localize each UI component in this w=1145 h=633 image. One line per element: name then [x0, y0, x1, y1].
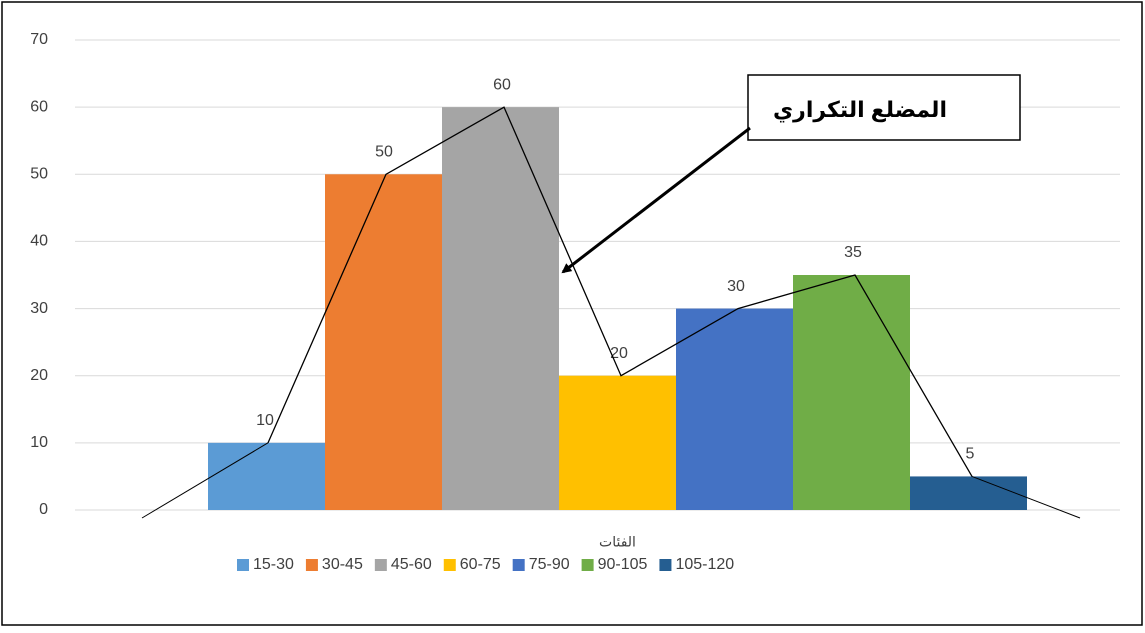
legend-swatch — [305, 559, 318, 571]
y-tick-label: 10 — [30, 434, 48, 451]
y-tick-label: 40 — [30, 233, 48, 250]
data-label: 35 — [844, 244, 862, 261]
y-tick-label: 30 — [30, 300, 48, 317]
bar — [442, 107, 559, 511]
data-label: 5 — [966, 446, 975, 463]
legend-swatch — [512, 559, 525, 571]
data-label: 50 — [375, 144, 393, 161]
legend-swatch — [443, 559, 456, 571]
legend-label: 90-105 — [598, 556, 648, 573]
x-tick-label: الفئات — [599, 534, 636, 550]
data-label: 10 — [256, 412, 274, 429]
legend-swatch — [581, 559, 594, 571]
legend-label: 15-30 — [253, 556, 294, 573]
polygon-end — [971, 475, 1081, 519]
legend-swatch — [659, 559, 672, 571]
data-label: 30 — [727, 278, 745, 295]
annotation-text: المضلع التكراري — [773, 97, 947, 123]
legend-label: 105-120 — [675, 556, 734, 573]
bar — [910, 476, 1027, 510]
bar — [559, 375, 676, 510]
y-tick-label: 20 — [30, 367, 48, 384]
data-label: 60 — [493, 76, 511, 93]
annotation-arrow — [561, 126, 751, 274]
bar — [325, 174, 442, 511]
legend-label: 75-90 — [529, 556, 570, 573]
legend-swatch — [374, 559, 387, 571]
y-tick-label: 0 — [39, 501, 48, 518]
y-tick-label: 70 — [30, 31, 48, 48]
bar — [208, 442, 325, 510]
legend-swatch — [237, 559, 249, 571]
frequency-polygon — [267, 106, 973, 477]
bar — [793, 275, 910, 510]
legend-label: 45-60 — [391, 556, 432, 573]
y-tick-label: 60 — [30, 98, 48, 115]
y-tick-label: 50 — [30, 166, 48, 183]
legend-label: 30-45 — [322, 556, 363, 573]
data-label: 20 — [610, 345, 628, 362]
legend-label: 60-75 — [460, 556, 501, 573]
polygon-start — [141, 442, 269, 519]
annotation-box — [747, 74, 1021, 141]
bar — [676, 308, 793, 510]
